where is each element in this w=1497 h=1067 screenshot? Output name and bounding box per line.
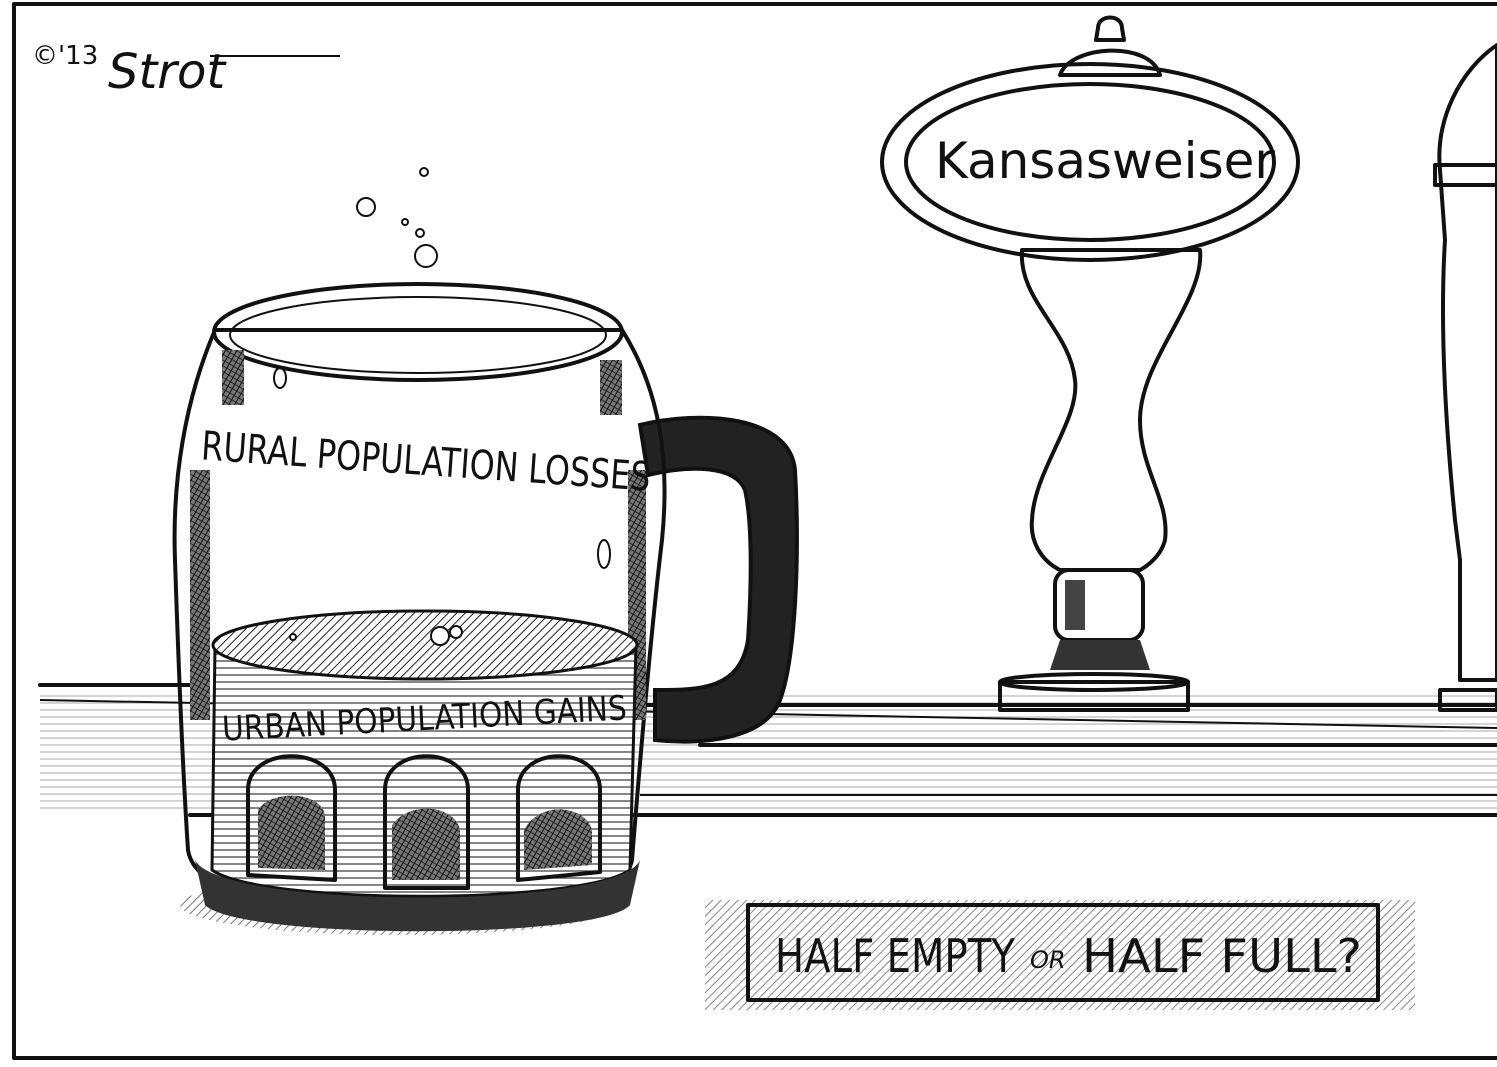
mug-rim-inner: [230, 297, 606, 373]
caption-joiner: OR: [1030, 946, 1066, 974]
liquid-surface: [213, 611, 637, 679]
glass-panel: [600, 360, 622, 415]
copyright: ©'13: [32, 41, 98, 71]
cartoon: ©'13 Strot: [0, 0, 1497, 1067]
caption: HALF EMPTY OR HALF FULL?: [705, 900, 1415, 1010]
liquid-bubbles: [274, 368, 610, 645]
caption-part1: HALF EMPTY: [775, 929, 1016, 983]
caption-part2: HALF FULL?: [1082, 929, 1362, 983]
tap: Kansasweiser: [882, 18, 1298, 711]
bubbles: [357, 168, 437, 267]
signature: ©'13 Strot: [32, 41, 340, 100]
glass-panel: [190, 470, 210, 720]
artist-signature: Strot: [108, 44, 227, 100]
glass-panel: [222, 350, 244, 405]
tap-right: [1435, 45, 1497, 710]
tap-label: Kansasweiser: [935, 132, 1275, 190]
mug-upper-label: RURAL POPULATION LOSSES: [200, 423, 652, 500]
